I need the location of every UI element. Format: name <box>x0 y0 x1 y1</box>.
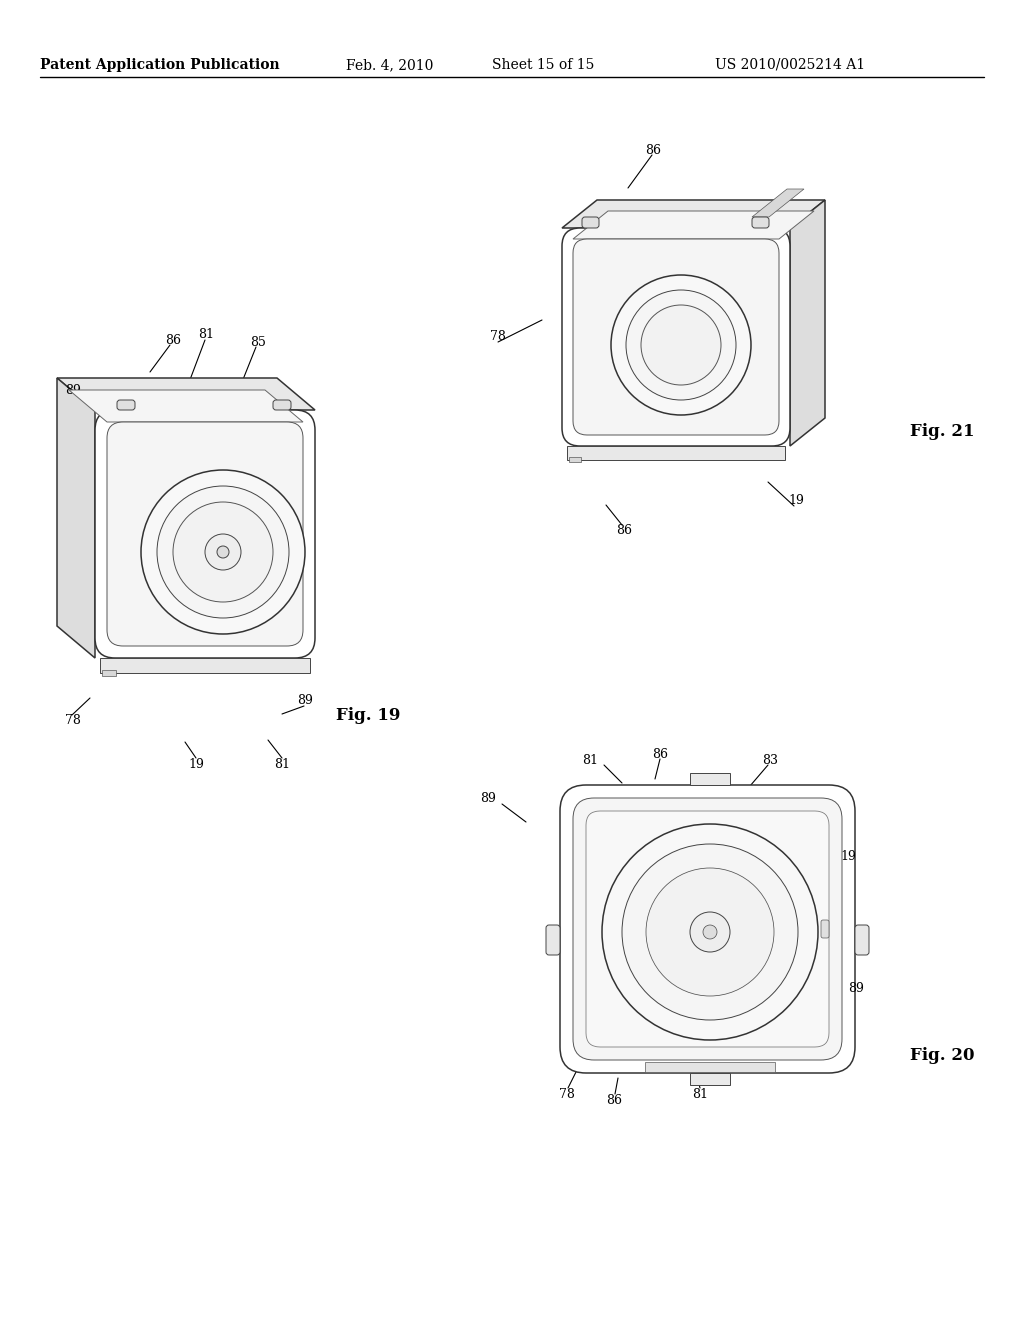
Circle shape <box>690 912 730 952</box>
FancyBboxPatch shape <box>855 925 869 954</box>
Text: Patent Application Publication: Patent Application Publication <box>40 58 280 73</box>
Circle shape <box>622 843 798 1020</box>
Text: Fig. 19: Fig. 19 <box>336 706 400 723</box>
Bar <box>569 457 581 462</box>
Polygon shape <box>752 189 804 216</box>
FancyBboxPatch shape <box>95 411 315 657</box>
Circle shape <box>626 290 736 400</box>
Text: 19: 19 <box>840 850 856 862</box>
Polygon shape <box>790 201 825 446</box>
Text: 78: 78 <box>559 1088 574 1101</box>
Bar <box>102 671 116 676</box>
Text: Feb. 4, 2010: Feb. 4, 2010 <box>346 58 434 73</box>
Text: 86: 86 <box>645 144 662 157</box>
Circle shape <box>703 925 717 939</box>
Polygon shape <box>562 201 825 228</box>
Circle shape <box>157 486 289 618</box>
Text: US 2010/0025214 A1: US 2010/0025214 A1 <box>715 58 865 73</box>
FancyBboxPatch shape <box>752 216 769 228</box>
FancyBboxPatch shape <box>546 925 560 954</box>
Text: 81: 81 <box>274 759 290 771</box>
Text: 89: 89 <box>297 693 313 706</box>
Polygon shape <box>57 378 315 411</box>
Circle shape <box>173 502 273 602</box>
Polygon shape <box>57 378 95 657</box>
Text: Fig. 21: Fig. 21 <box>909 424 974 441</box>
FancyBboxPatch shape <box>106 422 303 645</box>
Bar <box>100 657 310 673</box>
Circle shape <box>141 470 305 634</box>
Text: 19: 19 <box>788 494 804 507</box>
Polygon shape <box>69 389 303 422</box>
Bar <box>567 446 785 459</box>
Text: 86: 86 <box>165 334 181 346</box>
Text: 81: 81 <box>198 329 214 342</box>
Text: Fig. 20: Fig. 20 <box>909 1047 974 1064</box>
Circle shape <box>611 275 751 414</box>
Text: 78: 78 <box>65 714 81 726</box>
Text: 86: 86 <box>652 747 668 760</box>
FancyBboxPatch shape <box>273 400 291 411</box>
Bar <box>690 774 730 785</box>
Text: 85: 85 <box>250 335 266 348</box>
Text: 86: 86 <box>606 1093 622 1106</box>
Text: 85: 85 <box>694 346 710 359</box>
Text: 83: 83 <box>262 421 278 434</box>
FancyBboxPatch shape <box>117 400 135 411</box>
Bar <box>690 1073 730 1085</box>
Bar <box>645 1063 775 1072</box>
FancyBboxPatch shape <box>562 228 790 446</box>
Text: 89: 89 <box>480 792 496 804</box>
FancyBboxPatch shape <box>821 920 829 939</box>
Text: 89: 89 <box>65 384 81 396</box>
Circle shape <box>205 535 241 570</box>
Text: 83: 83 <box>762 754 778 767</box>
Text: 78: 78 <box>490 330 506 342</box>
FancyBboxPatch shape <box>573 239 779 436</box>
FancyBboxPatch shape <box>573 799 842 1060</box>
Text: Sheet 15 of 15: Sheet 15 of 15 <box>492 58 594 73</box>
Text: 81: 81 <box>582 754 598 767</box>
Text: 19: 19 <box>188 759 204 771</box>
Circle shape <box>641 305 721 385</box>
Circle shape <box>602 824 818 1040</box>
Circle shape <box>217 546 229 558</box>
Circle shape <box>646 869 774 997</box>
Text: 89: 89 <box>848 982 864 994</box>
Polygon shape <box>573 211 814 239</box>
FancyBboxPatch shape <box>560 785 855 1073</box>
Text: 81: 81 <box>692 1088 708 1101</box>
FancyBboxPatch shape <box>582 216 599 228</box>
FancyBboxPatch shape <box>586 810 829 1047</box>
Text: 86: 86 <box>616 524 632 536</box>
